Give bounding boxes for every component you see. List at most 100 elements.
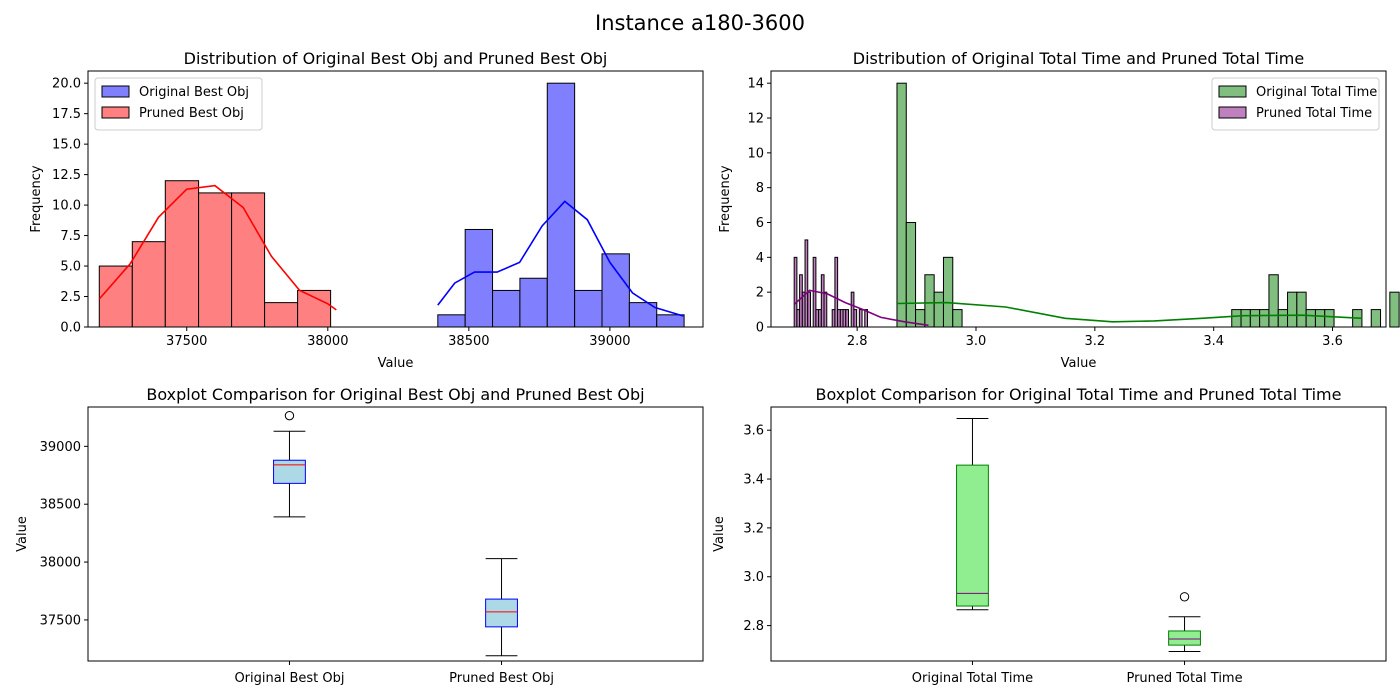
y-axis-label: Frequency <box>29 165 44 232</box>
kde-line <box>793 289 929 327</box>
histogram-bar <box>853 309 858 328</box>
histogram-best-obj: Distribution of Original Best Obj and Pr… <box>29 49 704 371</box>
y-tick-label: 3.0 <box>743 570 764 585</box>
axes-frame <box>87 406 704 662</box>
axes-frame <box>770 70 1387 328</box>
histogram-bar <box>1249 309 1261 328</box>
boxplot-best-obj: Boxplot Comparison for Original Best Obj… <box>15 385 704 686</box>
box-body <box>1168 630 1201 646</box>
y-tick-label: 10 <box>747 146 764 161</box>
histogram-bar <box>297 289 332 328</box>
legend: Original Best Obj Pruned Best Obj <box>94 77 263 131</box>
x-tick-label: 38000 <box>307 334 348 349</box>
legend-swatch <box>1218 85 1247 98</box>
histogram-bar <box>1324 309 1335 328</box>
y-tick-label: 2.5 <box>60 290 81 305</box>
x-tick-label: 3.4 <box>1203 334 1224 349</box>
histogram-bar <box>437 314 466 328</box>
histogram-bar <box>1305 309 1316 328</box>
histogram-bar <box>807 291 811 328</box>
y-tick-label: 10.0 <box>52 199 81 214</box>
histogram-bar <box>198 192 233 328</box>
y-axis-label: Value <box>15 516 30 552</box>
histogram-bar <box>1314 309 1326 328</box>
y-tick-label: 12 <box>747 112 764 127</box>
y-tick-label: 3.4 <box>743 473 764 488</box>
y-tick-label: 2.8 <box>743 619 764 634</box>
histogram-bar <box>1240 309 1251 328</box>
axes-title: Distribution of Original Best Obj and Pr… <box>184 49 608 68</box>
histogram-bar <box>656 314 685 328</box>
histogram-bar <box>231 192 266 328</box>
histogram-bar <box>924 274 935 328</box>
x-axis-label: Value <box>1061 356 1097 371</box>
axes-title: Boxplot Comparison for Original Best Obj… <box>146 385 644 404</box>
histogram-bar <box>1389 291 1400 328</box>
x-tick-label: Pruned Best Obj <box>449 671 554 686</box>
legend-label: Original Best Obj <box>139 85 249 100</box>
y-tick-label: 0.0 <box>60 321 81 336</box>
histogram-bar <box>905 222 917 328</box>
x-tick-label: Original Total Time <box>912 671 1033 686</box>
histogram-bar <box>1268 274 1279 328</box>
histogram-bar <box>1231 309 1242 328</box>
histogram-bar <box>896 82 907 328</box>
y-tick-label: 39000 <box>40 440 81 455</box>
y-tick-label: 7.5 <box>60 229 81 244</box>
legend-swatch <box>101 85 130 98</box>
legend-label: Pruned Total Time <box>1256 106 1372 121</box>
x-tick-label: 3.6 <box>1322 334 1343 349</box>
histogram-bar <box>823 291 828 328</box>
histogram-bar <box>98 265 133 328</box>
histogram-bar <box>1259 309 1270 328</box>
x-tick-label: 37500 <box>166 334 207 349</box>
axes-frame <box>87 70 704 328</box>
legend-swatch <box>101 106 130 119</box>
y-tick-label: 4 <box>756 251 764 266</box>
y-tick-label: 20.0 <box>52 77 81 92</box>
histogram-bar <box>1277 309 1289 328</box>
y-tick-label: 3.6 <box>743 424 764 439</box>
legend-frame <box>94 77 263 131</box>
kde-line <box>896 301 1363 323</box>
histogram-bar <box>574 289 603 328</box>
y-tick-label: 15.0 <box>52 138 81 153</box>
legend-label: Original Total Time <box>1256 85 1377 100</box>
histogram-bar <box>845 309 849 328</box>
histogram-bar <box>492 289 521 328</box>
x-tick-label: 39000 <box>589 334 630 349</box>
x-tick-label: Pruned Total Time <box>1126 671 1242 686</box>
kde-line <box>98 184 337 311</box>
x-tick-label: 3.2 <box>1084 334 1105 349</box>
histogram-bar <box>264 302 299 328</box>
box-body <box>273 459 306 484</box>
y-tick-label: 38000 <box>40 556 81 571</box>
box-flier <box>1179 592 1190 602</box>
histogram-bar <box>1287 291 1298 328</box>
y-tick-label: 14 <box>747 77 764 92</box>
legend-swatch <box>1218 106 1247 119</box>
axes-title: Distribution of Original Total Time and … <box>853 49 1304 68</box>
y-axis-label: Value <box>712 516 727 552</box>
box-body <box>485 598 518 628</box>
histogram-bar <box>464 228 494 328</box>
y-axis-label: Frequency <box>718 165 733 232</box>
boxplot-total-time: Boxplot Comparison for Original Total Ti… <box>712 385 1387 686</box>
kde-line <box>437 200 684 317</box>
histogram-bar <box>519 277 548 328</box>
y-tick-label: 0 <box>756 321 764 336</box>
y-tick-label: 2 <box>756 286 764 301</box>
box-body <box>956 464 989 607</box>
x-axis-label: Value <box>378 356 414 371</box>
x-tick-label: 2.8 <box>847 334 868 349</box>
x-tick-label: 38500 <box>448 334 489 349</box>
histogram-bar <box>601 253 630 328</box>
y-tick-label: 8 <box>756 181 764 196</box>
histogram-bar <box>1370 309 1382 328</box>
y-tick-label: 3.2 <box>743 521 764 536</box>
y-tick-label: 38500 <box>40 498 81 513</box>
y-tick-label: 37500 <box>40 613 81 628</box>
figure-suptitle: Instance a180-3600 <box>595 11 805 35</box>
y-tick-label: 6 <box>756 216 764 231</box>
